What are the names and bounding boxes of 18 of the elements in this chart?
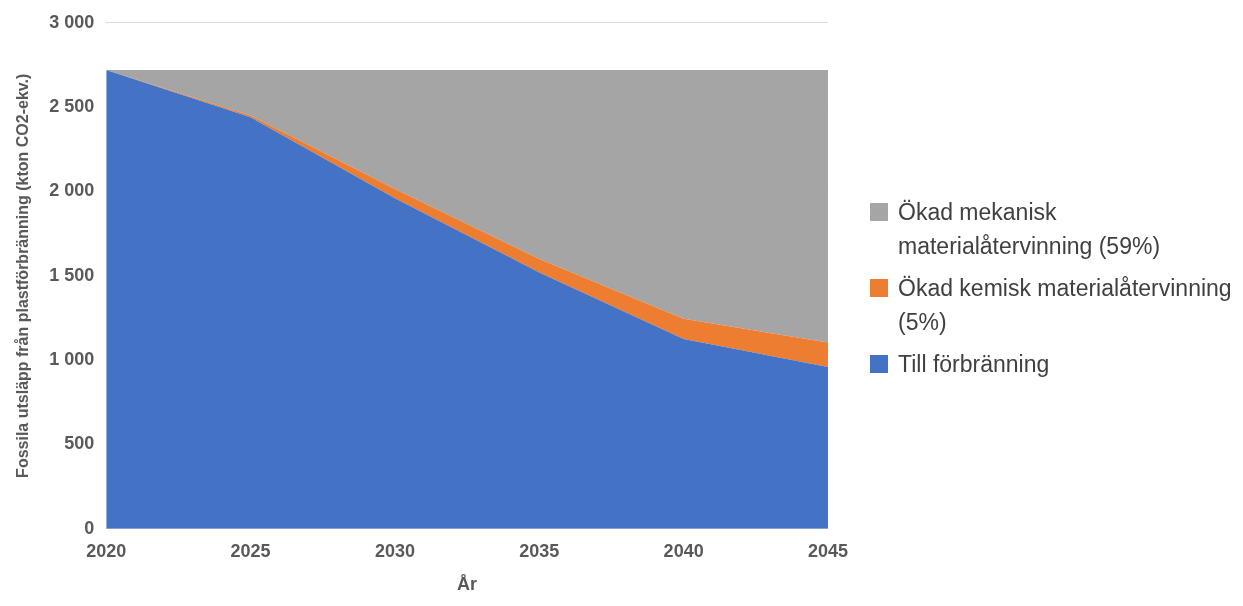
x-tick-label: 2030 [374,540,415,561]
x-tick-label: 2040 [663,540,704,561]
legend-label: Till förbränning [898,350,1050,379]
y-tick-label: 1 500 [49,264,95,285]
x-tick-label: 2045 [807,540,848,561]
legend-label: Ökad mekanisk materialåtervinning (59%) [898,198,1162,261]
x-tick-label: 2035 [519,540,560,561]
y-axis-title: Fossila utsläpp från plastförbränning (kton CO2-ekv.) [14,73,32,478]
x-tick-label: 2020 [86,540,127,561]
y-tick-label: 1 000 [49,349,95,370]
y-tick-label: 3 000 [49,11,95,32]
x-axis-title: År [457,574,478,595]
y-tick-label: 2 500 [49,96,95,117]
y-tick-label: 2 000 [49,180,95,201]
legend-label: Ökad kemisk materialåtervinning (5%) [898,274,1233,337]
x-tick-label: 2025 [230,540,271,561]
y-tick-label: 500 [64,433,95,454]
y-tick-label: 0 [84,517,95,538]
